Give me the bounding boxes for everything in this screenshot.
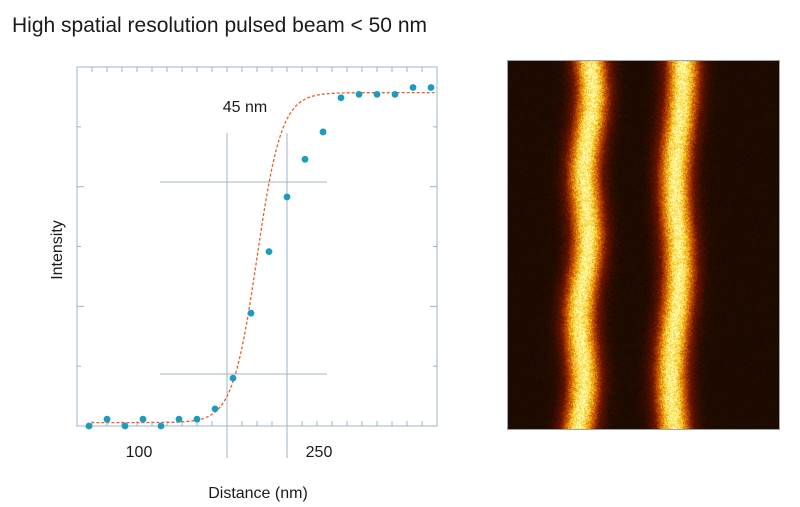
y-axis-label: Intensity	[49, 220, 66, 280]
scan-canvas	[508, 61, 779, 429]
plot-frame	[76, 66, 438, 427]
data-point	[157, 422, 165, 430]
data-point	[193, 415, 201, 423]
data-point	[247, 309, 255, 317]
fit-line	[91, 91, 435, 424]
x-tick-label: 250	[306, 444, 333, 461]
x-tick-label: 100	[126, 444, 153, 461]
data-point	[319, 128, 327, 136]
resolution-guides	[160, 133, 327, 458]
fit-curve	[91, 91, 435, 424]
data-point	[85, 422, 93, 430]
data-point	[301, 155, 309, 163]
data-point	[391, 90, 399, 98]
x-axis-label: Distance (nm)	[208, 485, 308, 502]
chart-title: High spatial resolution pulsed beam < 50…	[12, 14, 427, 37]
data-point	[337, 94, 345, 102]
data-point	[265, 248, 273, 256]
resolution-annotation: 45 nm	[223, 99, 267, 116]
data-point	[211, 405, 219, 413]
data-point	[175, 415, 183, 423]
data-point	[283, 193, 291, 201]
data-point	[355, 90, 363, 98]
data-point	[427, 84, 435, 91]
data-point	[103, 415, 111, 423]
data-point	[373, 90, 381, 98]
data-point	[139, 415, 147, 423]
data-point	[121, 422, 129, 430]
axis-labels: 100 250 Distance (nm) Intensity 45 nm	[49, 99, 332, 502]
data-point	[229, 374, 237, 382]
data-point	[409, 84, 417, 91]
data-points	[85, 84, 435, 430]
beam-scan-image	[507, 60, 780, 430]
plot-border	[76, 66, 438, 427]
